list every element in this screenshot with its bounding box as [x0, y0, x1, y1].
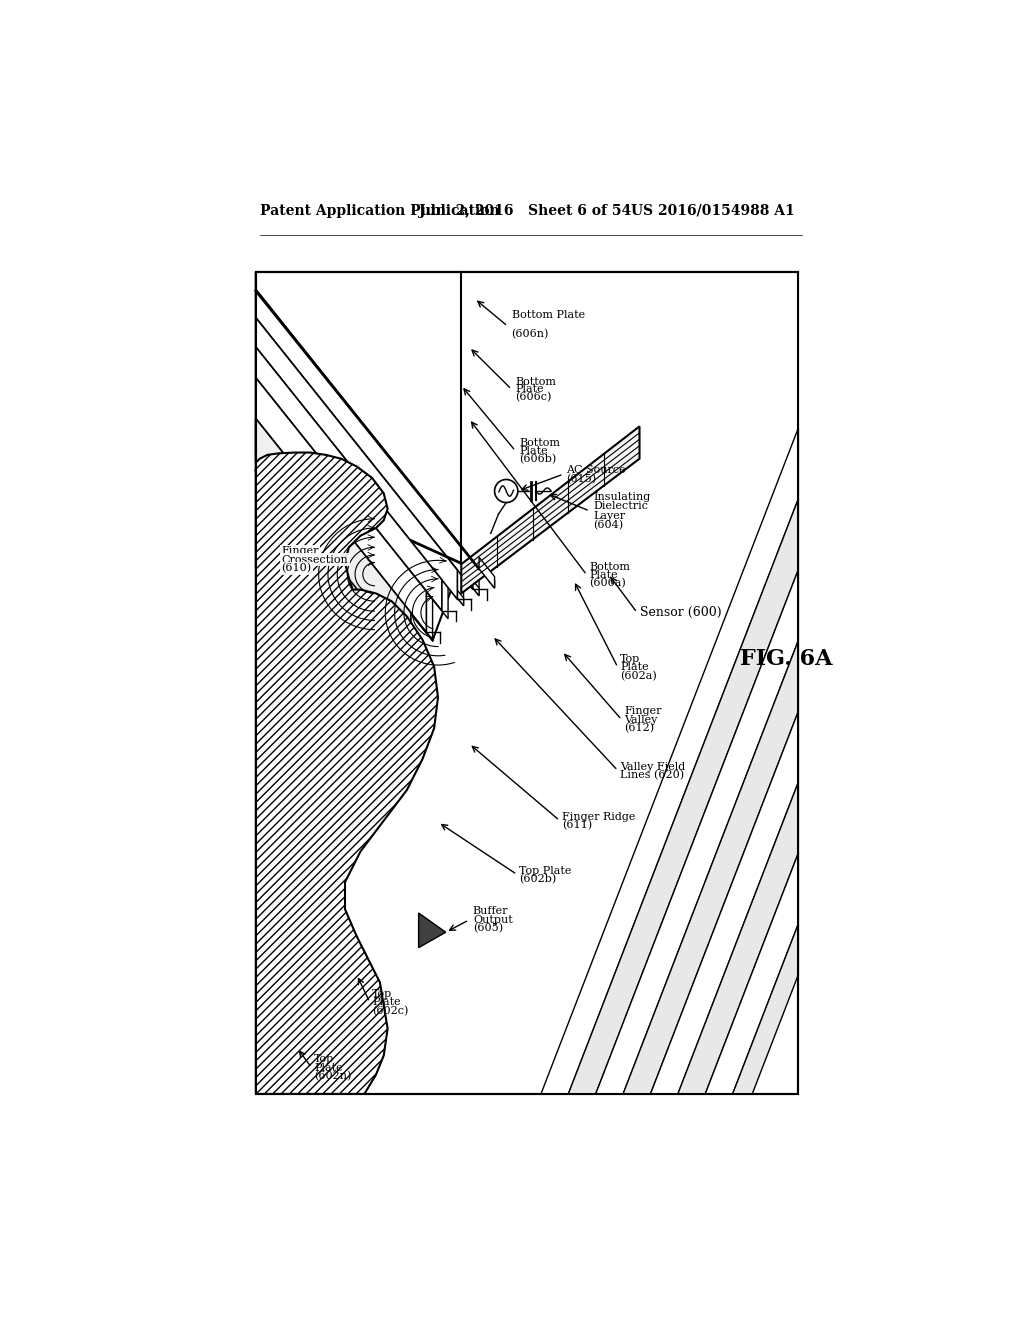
Polygon shape [256, 378, 426, 632]
Text: Sensor (600): Sensor (600) [640, 606, 721, 619]
Text: (606a): (606a) [589, 578, 626, 589]
Polygon shape [256, 289, 473, 590]
Circle shape [495, 479, 518, 503]
Text: Finger Ridge: Finger Ridge [562, 812, 635, 822]
Polygon shape [678, 781, 799, 1094]
Text: Plate: Plate [589, 570, 617, 579]
Text: Buffer: Buffer [473, 907, 508, 916]
Text: (602a): (602a) [621, 671, 656, 681]
Polygon shape [568, 499, 799, 1094]
Text: Dielectric: Dielectric [593, 502, 648, 511]
Text: FIG. 6A: FIG. 6A [740, 648, 833, 671]
Text: US 2016/0154988 A1: US 2016/0154988 A1 [631, 203, 795, 218]
Text: Bottom Plate: Bottom Plate [512, 310, 585, 321]
Polygon shape [256, 347, 442, 611]
Text: (606n): (606n) [512, 330, 549, 339]
Text: Bottom: Bottom [519, 438, 560, 449]
Polygon shape [256, 272, 799, 1094]
Text: (615): (615) [566, 474, 596, 484]
Text: Plate: Plate [372, 998, 400, 1007]
Text: Top: Top [314, 1055, 334, 1064]
Polygon shape [256, 379, 432, 640]
Text: (602c): (602c) [372, 1006, 409, 1016]
Text: Crossection: Crossection [282, 554, 348, 565]
Text: (606b): (606b) [519, 454, 557, 463]
Polygon shape [256, 318, 458, 599]
Text: Valley: Valley [624, 714, 657, 725]
Polygon shape [623, 640, 799, 1094]
Text: (611): (611) [562, 820, 592, 830]
Text: Top: Top [372, 989, 392, 999]
Polygon shape [256, 290, 479, 595]
Text: Top: Top [621, 653, 640, 664]
Text: Plate: Plate [621, 663, 649, 672]
Text: Bottom: Bottom [515, 376, 556, 387]
Text: Insulating: Insulating [593, 492, 650, 502]
Text: Patent Application Publication: Patent Application Publication [260, 203, 500, 218]
Polygon shape [256, 420, 461, 640]
Text: Lines (620): Lines (620) [621, 770, 684, 780]
Polygon shape [541, 428, 799, 1094]
Polygon shape [650, 711, 799, 1094]
Text: (612): (612) [624, 723, 654, 734]
Text: Jun. 2, 2016   Sheet 6 of 54: Jun. 2, 2016 Sheet 6 of 54 [419, 203, 631, 218]
Text: Layer: Layer [593, 511, 625, 520]
Polygon shape [479, 561, 495, 589]
Polygon shape [706, 853, 799, 1094]
Text: AC Source: AC Source [566, 465, 626, 475]
Text: Valley Field: Valley Field [621, 762, 685, 772]
Text: Plate: Plate [519, 446, 548, 455]
Polygon shape [449, 578, 464, 606]
Text: Plate: Plate [314, 1063, 343, 1073]
Text: (602b): (602b) [519, 874, 557, 884]
Polygon shape [461, 272, 799, 562]
Text: Finger: Finger [282, 546, 318, 556]
Text: (606c): (606c) [515, 392, 552, 403]
Polygon shape [256, 347, 449, 619]
Text: Finger: Finger [624, 706, 662, 717]
Text: Output: Output [473, 915, 513, 925]
Polygon shape [479, 557, 495, 589]
Text: (605): (605) [473, 923, 503, 933]
Polygon shape [461, 426, 640, 594]
Polygon shape [732, 924, 799, 1094]
Polygon shape [256, 318, 464, 606]
Text: (602n): (602n) [314, 1071, 351, 1081]
Text: Bottom: Bottom [589, 561, 630, 572]
Polygon shape [256, 272, 438, 1094]
Polygon shape [256, 418, 411, 656]
Text: Plate: Plate [515, 384, 544, 395]
Text: Top Plate: Top Plate [519, 866, 571, 875]
Polygon shape [419, 913, 445, 948]
Polygon shape [596, 570, 799, 1094]
Polygon shape [464, 569, 479, 595]
Text: (610): (610) [282, 562, 311, 573]
Text: (604): (604) [593, 520, 624, 531]
